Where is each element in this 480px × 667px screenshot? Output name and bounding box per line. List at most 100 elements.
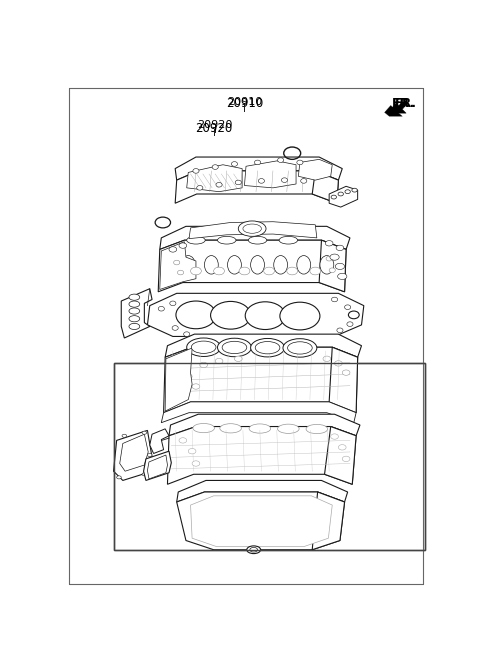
Ellipse shape	[158, 306, 164, 311]
Ellipse shape	[147, 454, 152, 457]
Ellipse shape	[245, 301, 285, 329]
Ellipse shape	[204, 255, 218, 274]
Ellipse shape	[332, 297, 337, 301]
Polygon shape	[319, 240, 346, 291]
Ellipse shape	[169, 247, 177, 252]
Ellipse shape	[287, 267, 298, 275]
Ellipse shape	[331, 195, 336, 199]
Ellipse shape	[179, 243, 187, 248]
Ellipse shape	[335, 361, 342, 366]
Ellipse shape	[248, 236, 267, 244]
Bar	[114, 364, 425, 550]
Ellipse shape	[251, 338, 285, 357]
Ellipse shape	[192, 461, 200, 466]
Ellipse shape	[179, 438, 187, 443]
Ellipse shape	[288, 342, 312, 354]
Polygon shape	[177, 492, 345, 550]
Ellipse shape	[338, 445, 346, 450]
Polygon shape	[191, 496, 332, 547]
Polygon shape	[391, 101, 408, 113]
Ellipse shape	[174, 260, 180, 265]
Ellipse shape	[326, 256, 332, 261]
Ellipse shape	[281, 178, 288, 183]
Polygon shape	[121, 289, 152, 338]
Polygon shape	[187, 165, 242, 191]
Ellipse shape	[255, 342, 280, 354]
Ellipse shape	[297, 255, 311, 274]
Ellipse shape	[254, 160, 261, 165]
Ellipse shape	[191, 267, 201, 275]
Ellipse shape	[239, 267, 250, 275]
Ellipse shape	[250, 548, 258, 552]
Polygon shape	[329, 348, 358, 413]
Ellipse shape	[200, 362, 207, 368]
Ellipse shape	[142, 473, 147, 476]
Polygon shape	[177, 480, 348, 502]
Ellipse shape	[193, 424, 215, 433]
Ellipse shape	[184, 331, 190, 336]
Ellipse shape	[192, 384, 200, 390]
Polygon shape	[312, 492, 345, 550]
Text: 20910: 20910	[226, 97, 263, 110]
Text: 20910: 20910	[227, 97, 262, 107]
Ellipse shape	[129, 294, 140, 300]
Text: FR.: FR.	[392, 97, 415, 110]
Ellipse shape	[337, 328, 343, 333]
Ellipse shape	[193, 169, 199, 173]
Ellipse shape	[264, 267, 275, 275]
Ellipse shape	[117, 476, 121, 479]
Polygon shape	[158, 240, 346, 291]
Polygon shape	[244, 161, 296, 188]
Polygon shape	[160, 241, 196, 289]
Ellipse shape	[342, 456, 350, 462]
Polygon shape	[312, 171, 338, 203]
Ellipse shape	[176, 301, 216, 329]
Polygon shape	[164, 348, 358, 413]
Ellipse shape	[243, 224, 262, 233]
Ellipse shape	[197, 185, 203, 190]
Ellipse shape	[129, 308, 140, 314]
Ellipse shape	[188, 448, 196, 454]
Ellipse shape	[330, 254, 339, 260]
Ellipse shape	[122, 434, 127, 438]
Ellipse shape	[212, 165, 218, 169]
Ellipse shape	[336, 245, 344, 251]
Ellipse shape	[231, 161, 238, 166]
Ellipse shape	[297, 160, 303, 165]
Ellipse shape	[345, 190, 350, 193]
Polygon shape	[147, 455, 168, 479]
Ellipse shape	[129, 323, 140, 329]
Ellipse shape	[336, 263, 345, 269]
Ellipse shape	[211, 301, 251, 329]
Ellipse shape	[306, 424, 328, 434]
Polygon shape	[324, 426, 356, 484]
Ellipse shape	[277, 424, 299, 434]
Polygon shape	[329, 186, 358, 207]
Ellipse shape	[228, 255, 241, 274]
Polygon shape	[147, 293, 364, 336]
Ellipse shape	[352, 188, 357, 192]
Ellipse shape	[325, 241, 333, 246]
Ellipse shape	[280, 302, 320, 330]
Ellipse shape	[338, 192, 343, 196]
Polygon shape	[299, 159, 332, 180]
Ellipse shape	[177, 362, 184, 368]
Ellipse shape	[222, 342, 247, 354]
Ellipse shape	[342, 370, 350, 376]
Text: 20920: 20920	[197, 120, 233, 130]
Ellipse shape	[170, 301, 176, 305]
Polygon shape	[384, 103, 403, 116]
Ellipse shape	[217, 236, 236, 244]
Ellipse shape	[323, 356, 331, 362]
Ellipse shape	[184, 374, 192, 379]
Ellipse shape	[178, 270, 184, 275]
Polygon shape	[114, 430, 152, 480]
Ellipse shape	[251, 255, 264, 274]
Ellipse shape	[187, 236, 205, 244]
Ellipse shape	[274, 255, 288, 274]
Ellipse shape	[283, 339, 317, 357]
Ellipse shape	[142, 431, 147, 434]
Polygon shape	[165, 348, 192, 411]
Ellipse shape	[300, 179, 307, 183]
Ellipse shape	[249, 424, 271, 433]
